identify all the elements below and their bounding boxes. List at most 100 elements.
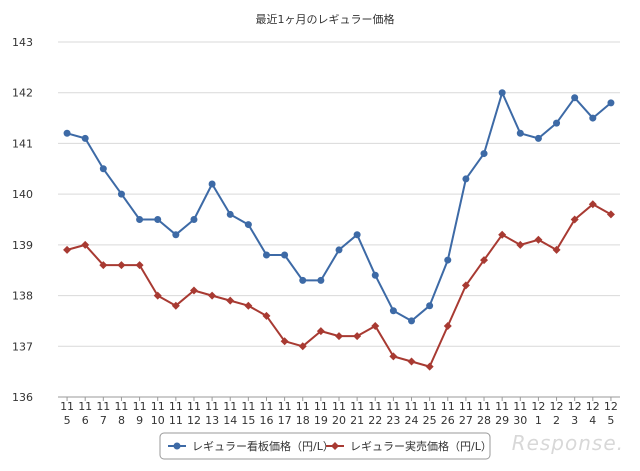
y-tick-label: 142	[12, 87, 33, 100]
data-point-2	[226, 296, 235, 305]
data-point-1	[226, 210, 234, 218]
x-tick-month: 11	[314, 400, 328, 413]
x-tick-month: 11	[332, 400, 346, 413]
data-point-2	[153, 291, 162, 300]
data-point-2	[208, 291, 217, 300]
y-tick-label: 141	[12, 137, 33, 150]
data-point-1	[172, 231, 180, 239]
x-tick-month: 11	[187, 400, 201, 413]
x-tick-day: 29	[495, 414, 509, 427]
data-point-2	[407, 357, 416, 366]
data-point-1	[63, 129, 71, 137]
chart-title: 最近1ヶ月のレギュラー価格	[256, 12, 395, 26]
data-point-2	[461, 281, 470, 290]
x-tick-month: 12	[604, 400, 618, 413]
x-tick-month: 11	[386, 400, 400, 413]
data-point-1	[244, 221, 252, 229]
x-tick-day: 7	[100, 414, 107, 427]
data-point-2	[498, 230, 507, 239]
data-point-1	[462, 175, 470, 183]
x-tick-day: 11	[169, 414, 183, 427]
y-tick-label: 138	[12, 290, 33, 303]
data-point-1	[553, 119, 561, 127]
x-tick-day: 23	[386, 414, 400, 427]
data-point-1	[408, 317, 416, 325]
x-tick-day: 6	[82, 414, 89, 427]
x-tick-month: 11	[133, 400, 147, 413]
x-tick-month: 11	[96, 400, 110, 413]
x-tick-day: 13	[205, 414, 219, 427]
data-point-1	[208, 180, 216, 188]
x-tick-day: 18	[296, 414, 310, 427]
x-tick-month: 11	[223, 400, 237, 413]
x-tick-month: 11	[78, 400, 92, 413]
x-tick-month: 11	[169, 400, 183, 413]
legend: レギュラー看板価格（円/L） レギュラー実売価格（円/L）	[159, 432, 492, 460]
data-point-2	[316, 327, 325, 336]
data-point-2	[588, 200, 597, 209]
data-point-1	[154, 216, 162, 223]
data-point-1	[190, 216, 198, 223]
x-tick-month: 11	[459, 400, 473, 413]
data-point-2	[117, 261, 126, 270]
data-point-1	[99, 165, 107, 173]
data-point-2	[480, 256, 489, 265]
watermark-logo: Response.	[512, 431, 624, 455]
data-point-2	[534, 235, 543, 244]
data-point-2	[244, 301, 253, 310]
data-point-1	[607, 99, 615, 107]
x-tick-day: 4	[589, 414, 596, 427]
data-point-1	[389, 307, 397, 315]
data-point-2	[570, 215, 579, 224]
x-tick-day: 26	[441, 414, 455, 427]
x-tick-day: 20	[332, 414, 346, 427]
x-tick-day: 17	[278, 414, 292, 427]
x-tick-month: 11	[368, 400, 382, 413]
x-tick-month: 11	[350, 400, 364, 413]
data-point-2	[280, 337, 289, 346]
x-tick-day: 14	[223, 414, 237, 427]
data-point-1	[371, 271, 379, 279]
x-tick-month: 11	[151, 400, 165, 413]
x-tick-day: 25	[423, 414, 437, 427]
x-tick-month: 11	[296, 400, 310, 413]
data-point-2	[389, 352, 398, 361]
data-point-1	[426, 302, 434, 310]
x-tick-day: 30	[513, 414, 527, 427]
series-layer	[63, 89, 615, 371]
x-tick-month: 11	[495, 400, 509, 413]
data-point-2	[552, 245, 561, 254]
series-line-1	[66, 91, 612, 322]
y-tick-label: 143	[12, 36, 33, 49]
data-point-2	[135, 261, 144, 270]
x-tick-month: 11	[513, 400, 527, 413]
data-point-2	[353, 332, 362, 341]
data-point-2	[99, 261, 108, 270]
x-tick-day: 24	[405, 414, 419, 427]
x-tick-day: 27	[459, 414, 473, 427]
x-tick-month: 11	[423, 400, 437, 413]
data-point-1	[262, 251, 270, 259]
y-tick-label: 137	[12, 340, 33, 353]
data-point-1	[444, 256, 452, 264]
x-tick-day: 9	[136, 414, 143, 427]
data-point-2	[443, 322, 452, 330]
x-tick-day: 16	[259, 414, 273, 427]
data-point-1	[571, 94, 579, 102]
legend-marker-2	[331, 442, 339, 450]
x-tick-day: 19	[314, 414, 328, 427]
series-line-2	[66, 203, 612, 368]
x-tick-day: 21	[350, 414, 364, 427]
data-point-1	[589, 114, 597, 122]
data-point-1	[480, 150, 488, 158]
data-point-2	[81, 240, 90, 249]
y-axis-ticks: 136 137 138 139 140 141 142 143	[12, 36, 33, 404]
x-tick-month: 11	[241, 400, 255, 413]
data-point-2	[262, 311, 271, 320]
x-tick-month: 12	[586, 400, 600, 413]
data-point-2	[189, 286, 198, 295]
legend-label-2: レギュラー実売価格（円/L）	[350, 439, 492, 453]
data-point-1	[317, 276, 325, 284]
data-point-1	[81, 134, 89, 142]
